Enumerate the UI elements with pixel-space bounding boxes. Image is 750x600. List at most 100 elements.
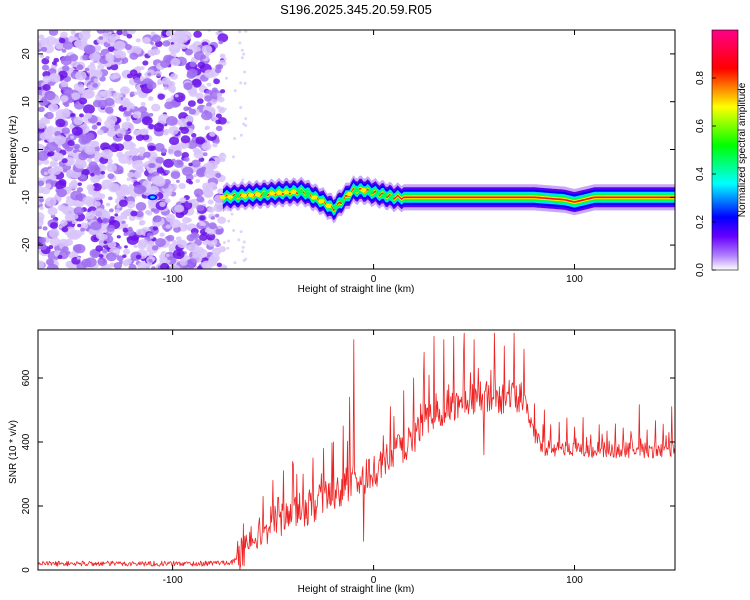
noise-blob [89, 210, 96, 216]
noise-blob [123, 88, 128, 93]
noise-blob [62, 65, 70, 72]
noise-blob [113, 50, 124, 59]
noise-blob [77, 182, 82, 186]
noise-blob [223, 57, 227, 61]
noise-blob [139, 84, 144, 88]
noise-blob [135, 210, 144, 218]
signal-blob [381, 192, 388, 198]
noise-blob [101, 186, 107, 190]
noise-blob [174, 94, 179, 98]
noise-blob [67, 140, 75, 147]
top-ytick-label: 10 [21, 96, 32, 108]
noise-blob [149, 235, 154, 239]
noise-blob [197, 61, 206, 69]
noise-blob [43, 113, 49, 118]
noise-blob [191, 78, 202, 88]
noise-blob [55, 41, 65, 50]
noise-blob [81, 94, 85, 98]
noise-blob [77, 223, 82, 228]
top-ytick-label: 20 [21, 48, 32, 60]
noise-blob [148, 185, 160, 196]
noise-blob [204, 229, 209, 233]
signal-track [147, 175, 675, 224]
bot-ytick-label: 400 [21, 433, 32, 450]
noise-blob [162, 130, 169, 136]
noise-blob [49, 222, 58, 229]
bot-xtick-label: -100 [163, 575, 183, 586]
colorbar-tick-label: 0.2 [695, 215, 706, 229]
noise-blob [48, 130, 53, 134]
noise-blob [99, 173, 106, 179]
noise-blob [153, 122, 165, 132]
noise-blob [87, 85, 92, 89]
noise-blob [153, 215, 162, 223]
noise-blob [126, 107, 131, 112]
noise-blob [156, 73, 161, 77]
noise-blob [96, 129, 104, 136]
noise-blob [142, 180, 152, 188]
noise-blob [126, 177, 131, 181]
noise-blob [188, 162, 193, 167]
noise-blob [133, 184, 146, 195]
noise-blob [90, 174, 101, 184]
noise-blob [106, 114, 118, 124]
noise-blob [77, 81, 83, 86]
noise-blob [180, 126, 190, 135]
noise-blob [195, 178, 201, 183]
noise-blob [243, 81, 247, 85]
noise-blob [62, 108, 70, 114]
noise-blob [76, 64, 84, 71]
noise-blob [178, 34, 189, 44]
signal-blob [276, 190, 283, 196]
noise-blob [201, 110, 213, 121]
noise-blob [114, 217, 119, 221]
noise-blob [122, 227, 129, 233]
noise-blob [216, 95, 223, 101]
signal-blob [388, 194, 395, 200]
noise-blob [165, 30, 174, 37]
snr-y-ticks: 0 200 400 600 [21, 369, 675, 573]
noise-blob [129, 147, 139, 156]
noise-blob [38, 237, 46, 244]
noise-blob [148, 169, 154, 174]
noise-blob [70, 190, 83, 201]
noise-blob [206, 182, 218, 192]
noise-blob [135, 254, 142, 260]
noise-blob [223, 107, 227, 111]
signal-blob [255, 192, 262, 197]
noise-blob [102, 248, 108, 254]
noise-blob [62, 246, 69, 252]
signal-blob [297, 189, 304, 194]
noise-blob [137, 146, 146, 154]
noise-blob [124, 245, 128, 249]
noise-blob [206, 160, 218, 170]
noise-blob [89, 140, 98, 148]
noise-blob [171, 158, 176, 162]
noise-blob [168, 126, 179, 135]
noise-blob [78, 174, 88, 182]
noise-blob [97, 99, 108, 109]
noise-blob [135, 134, 144, 141]
noise-blob [244, 123, 248, 127]
bot-xtick-label: 0 [371, 575, 377, 586]
noise-blob [92, 192, 103, 201]
noise-blob [230, 212, 234, 216]
noise-blob [42, 159, 50, 165]
noise-blob [38, 212, 45, 222]
noise-blob [128, 215, 136, 221]
noise-blob [54, 135, 66, 145]
noise-blob [213, 203, 225, 213]
noise-blob [232, 229, 236, 233]
noise-blob [239, 81, 243, 85]
noise-blob [186, 68, 198, 78]
noise-blob [157, 93, 165, 100]
noise-blob [188, 89, 198, 97]
top-ytick-label: 0 [21, 146, 32, 152]
noise-blob [239, 133, 243, 137]
noise-blob [227, 239, 231, 243]
noise-blob [163, 257, 168, 261]
noise-blob [105, 106, 114, 114]
noise-blob [242, 258, 246, 262]
noise-blob [94, 150, 100, 156]
noise-blob [46, 135, 55, 143]
